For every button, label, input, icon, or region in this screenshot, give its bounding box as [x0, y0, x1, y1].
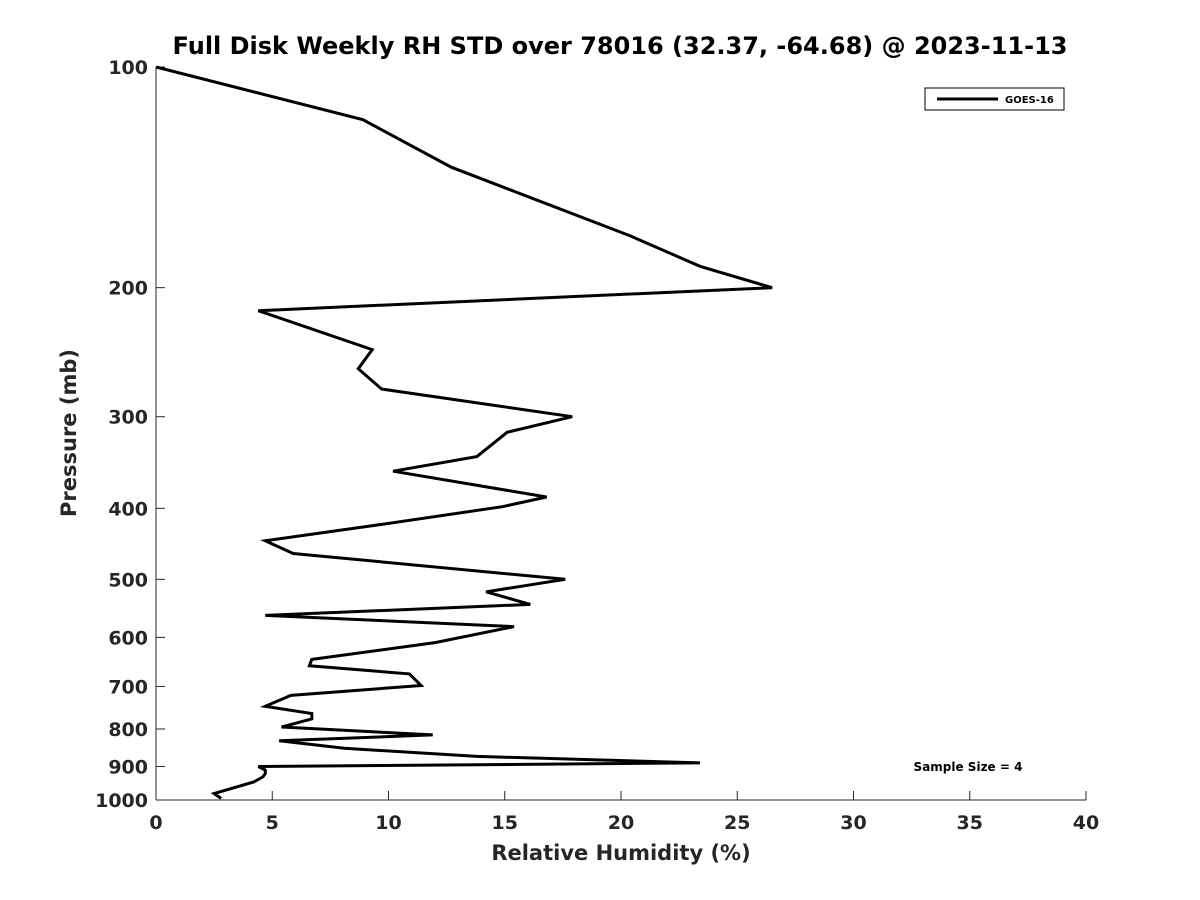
y-tick-label: 500 [108, 569, 148, 591]
y-tick-label: 200 [108, 278, 148, 300]
x-tick-label: 10 [375, 812, 401, 834]
y-tick-label: 900 [108, 756, 148, 778]
x-tick-label: 15 [492, 812, 518, 834]
y-tick-label: 300 [108, 407, 148, 429]
x-axis-label: Relative Humidity (%) [491, 841, 750, 865]
sample-size-annotation: Sample Size = 4 [914, 760, 1023, 774]
x-tick-label: 40 [1073, 812, 1099, 834]
y-tick-label: 1000 [95, 790, 148, 812]
x-tick-label: 20 [608, 812, 634, 834]
legend-label-goes-16: GOES-16 [1005, 95, 1054, 106]
legend: GOES-16 [924, 87, 1065, 111]
x-tick-label: 30 [840, 812, 866, 834]
x-tick-label: 35 [957, 812, 983, 834]
chart-title: Full Disk Weekly RH STD over 78016 (32.3… [173, 32, 1068, 60]
x-tick-label: 25 [724, 812, 750, 834]
y-tick-label: 700 [108, 676, 148, 698]
x-tick-label: 0 [149, 812, 162, 834]
axes: 0 5 10 15 20 25 30 35 40 100 200 300 400 500 600 700 800… [95, 57, 1099, 834]
y-tick-label: 800 [108, 719, 148, 741]
series-line-goes-16 [155, 65, 773, 800]
series-layer [155, 65, 773, 800]
y-tick-label: 100 [108, 57, 148, 79]
x-tick-label: 5 [266, 812, 279, 834]
y-axis-label: Pressure (mb) [57, 349, 81, 517]
y-tick-label: 400 [108, 498, 148, 520]
y-tick-label: 600 [108, 627, 148, 649]
